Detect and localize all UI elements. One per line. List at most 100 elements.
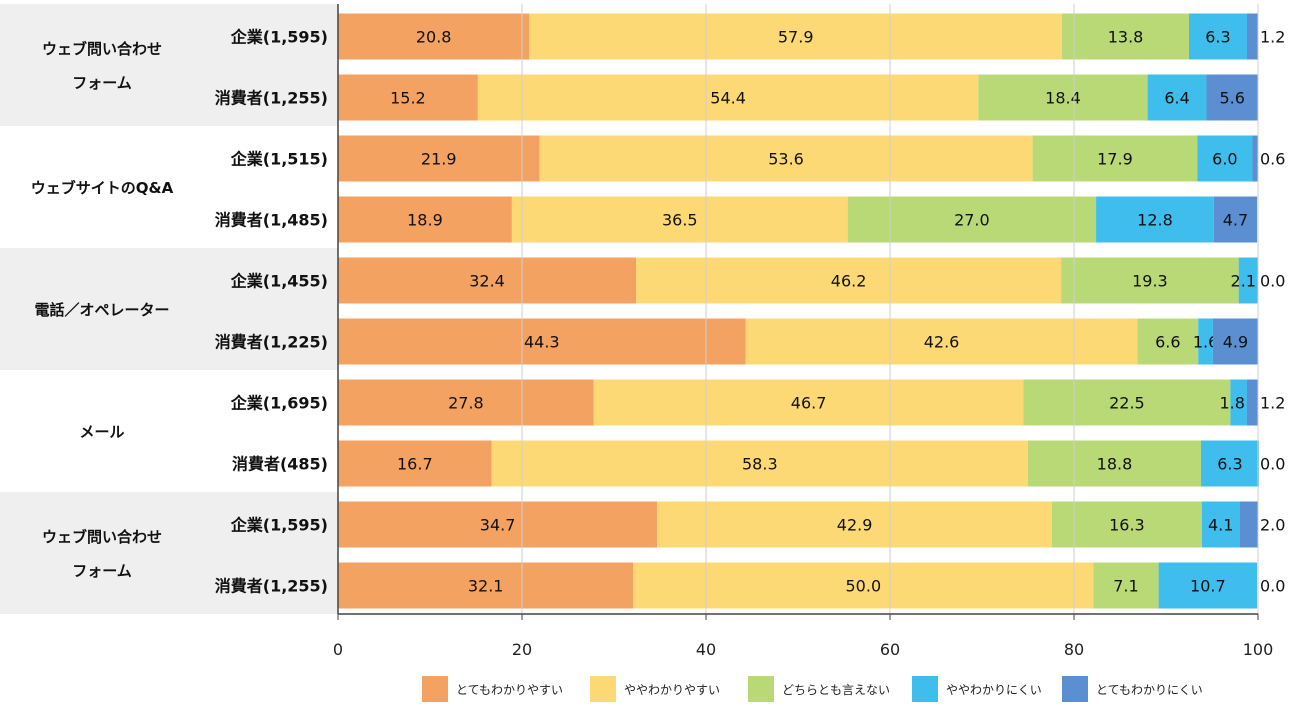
legend-label: とてもわかりにくい: [1096, 683, 1203, 697]
bar-segment: [1238, 257, 1258, 304]
data-label: 21.9: [421, 150, 457, 169]
group-band: [0, 492, 338, 614]
data-label: 54.4: [710, 89, 746, 108]
bar-segment: [1246, 13, 1258, 60]
data-label: 36.5: [662, 211, 698, 230]
group-label: 電話／オペレーター: [34, 301, 169, 319]
data-label: 10.7: [1190, 577, 1226, 596]
row-label: 消費者(1,225): [215, 333, 328, 352]
bar-segment: [1239, 501, 1258, 548]
group-label: フォーム: [72, 562, 132, 580]
legend-label: ややわかりやすい: [624, 683, 720, 697]
group-label: メール: [79, 423, 124, 441]
bar-segment: [1062, 13, 1189, 60]
data-label: 2.1: [1231, 272, 1256, 291]
data-label: 12.8: [1137, 211, 1173, 230]
data-label: 6.0: [1212, 150, 1237, 169]
data-label: 0.0: [1260, 272, 1285, 291]
x-tick-label: 60: [880, 640, 900, 659]
bar-segment: [636, 257, 1062, 304]
data-label: 6.3: [1205, 28, 1230, 47]
bar-segment: [338, 13, 530, 60]
legend-swatch: [422, 676, 448, 702]
bar-segment: [338, 257, 637, 304]
row-label: 企業(1,595): [230, 28, 328, 47]
bar-segment: [1028, 440, 1201, 487]
bar-segment: [657, 501, 1052, 548]
row-label: 企業(1,695): [230, 394, 328, 413]
data-label: 44.3: [524, 333, 560, 352]
data-label: 1.2: [1260, 28, 1285, 47]
bar-segment: [1051, 501, 1202, 548]
bar-segment: [338, 196, 512, 243]
data-label: 57.9: [778, 28, 814, 47]
legend-swatch: [748, 676, 774, 702]
row-label: 消費者(485): [232, 455, 328, 474]
bar-segment: [745, 318, 1138, 365]
row-label: 消費者(1,255): [215, 89, 328, 108]
row-label: 消費者(1,255): [215, 577, 328, 596]
data-label: 6.4: [1164, 89, 1189, 108]
bar-segment: [338, 379, 594, 426]
x-tick-label: 80: [1064, 640, 1084, 659]
data-label: 22.5: [1109, 394, 1145, 413]
data-label: 32.1: [468, 577, 504, 596]
data-label: 4.7: [1223, 211, 1248, 230]
data-label: 6.6: [1155, 333, 1180, 352]
data-label: 6.3: [1217, 455, 1242, 474]
legend-swatch: [590, 676, 616, 702]
row-label: 企業(1,515): [230, 150, 328, 169]
bar-segment: [1246, 379, 1258, 426]
data-label: 2.0: [1260, 516, 1285, 535]
data-label: 42.9: [837, 516, 873, 535]
bar-segment: [847, 196, 1097, 243]
bar-segment: [338, 501, 658, 548]
bar-segment: [1212, 318, 1258, 365]
bar-segment: [1230, 379, 1247, 426]
row-label: 企業(1,455): [230, 272, 328, 291]
data-label: 18.8: [1097, 455, 1133, 474]
data-label: 46.7: [791, 394, 827, 413]
data-label: 20.8: [416, 28, 452, 47]
group-band: [0, 248, 338, 370]
bar-segment: [511, 196, 848, 243]
data-label: 4.1: [1208, 516, 1233, 535]
data-label: 27.0: [954, 211, 990, 230]
bar-segment: [338, 135, 540, 182]
bar-segment: [1198, 318, 1213, 365]
bar-segment: [539, 135, 1033, 182]
data-label: 17.9: [1097, 150, 1133, 169]
bar-segment: [1189, 13, 1247, 60]
x-tick-label: 100: [1243, 640, 1274, 659]
data-label: 4.9: [1223, 333, 1248, 352]
bar-segment: [338, 440, 492, 487]
bar-segment: [1093, 562, 1159, 609]
bar-segment: [978, 74, 1148, 121]
bar-segment: [491, 440, 1028, 487]
data-label: 53.6: [768, 150, 804, 169]
bar-segment: [477, 74, 979, 121]
data-label: 5.6: [1220, 89, 1245, 108]
x-tick-label: 0: [333, 640, 343, 659]
x-tick-label: 40: [696, 640, 716, 659]
data-label: 19.3: [1132, 272, 1168, 291]
bar-segment: [1201, 501, 1240, 548]
data-label: 27.8: [448, 394, 484, 413]
data-label: 34.7: [480, 516, 516, 535]
data-label: 0.6: [1260, 150, 1285, 169]
data-label: 1.6: [1193, 333, 1218, 352]
group-band: [0, 4, 338, 126]
data-label: 13.8: [1108, 28, 1144, 47]
data-label: 42.6: [924, 333, 960, 352]
data-label: 18.9: [407, 211, 443, 230]
row-label: 企業(1,595): [230, 516, 328, 535]
x-tick-label: 20: [512, 640, 532, 659]
bar-segment: [529, 13, 1063, 60]
data-label: 46.2: [831, 272, 867, 291]
bar-segment: [1096, 196, 1214, 243]
data-label: 18.4: [1045, 89, 1081, 108]
bar-segment: [338, 562, 634, 609]
group-label: ウェブサイトのQ&A: [31, 179, 174, 197]
bar-segment: [1252, 135, 1258, 182]
